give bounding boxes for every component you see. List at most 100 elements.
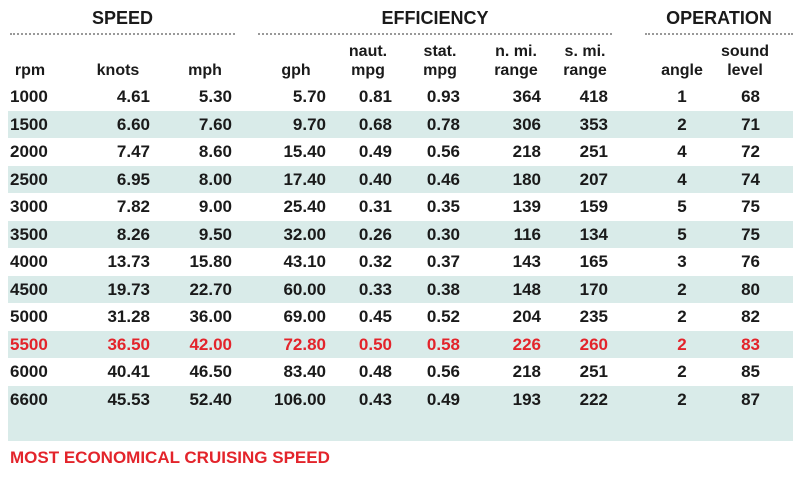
cell: 148 [512,279,541,299]
cell: 15.40 [283,142,326,161]
column-header: range [494,62,538,79]
cell: 4 [677,142,687,161]
cell: 2500 [10,169,48,189]
cell: 83 [741,334,760,354]
cell: 165 [579,252,608,271]
cell: 52.40 [189,389,232,409]
footnote: MOST ECONOMICAL CRUISING SPEED [10,448,330,467]
cell: 3500 [10,224,48,244]
column-header: knots [96,62,140,79]
cell: 0.32 [358,252,392,271]
cell: 5 [677,224,687,244]
column-header: n. mi. [495,43,537,60]
cell: 2 [677,362,687,381]
cell: 0.31 [358,197,392,216]
cell: 2 [677,389,687,409]
group-header: OPERATION [645,8,793,35]
cell: 6600 [10,389,48,409]
cell: 7.47 [116,142,150,161]
cell: 7.82 [116,197,150,216]
cell: 85 [741,362,760,381]
cell: 0.43 [358,389,392,409]
cell: 0.46 [426,169,460,189]
row-band [8,330,793,358]
cell: 235 [579,307,608,326]
cell: 9.50 [198,224,232,244]
cell: 2 [677,114,687,134]
cell: 6.60 [116,114,150,134]
cell: 36.00 [189,307,232,326]
cell: 17.40 [283,169,326,189]
cell: 0.68 [358,114,392,134]
column-header: rpm [14,62,46,79]
cell: 159 [579,197,608,216]
cell: 5000 [10,307,48,326]
cell: 222 [579,389,608,409]
cell: 260 [579,334,608,354]
cell: 1500 [10,114,48,134]
cell: 9.00 [198,197,232,216]
cell: 46.50 [189,362,232,381]
cell: 74 [741,169,760,189]
cell: 207 [579,169,608,189]
cell: 0.56 [426,362,460,381]
cell: 75 [741,197,760,216]
column-header: range [563,62,607,79]
row-band [8,385,793,413]
cell: 0.49 [426,389,460,409]
column-header: sound [721,43,769,60]
cell: 36.50 [107,334,150,354]
cell: 0.56 [426,142,460,161]
cell: 1 [677,87,687,106]
cell: 87 [741,389,760,409]
row-band [8,110,793,138]
column-header: mpg [351,62,385,79]
cell: 76 [741,252,760,271]
cell: 5.30 [198,87,232,106]
cell: 0.81 [358,87,392,106]
cell: 2000 [10,142,48,161]
column-header: mpg [423,62,457,79]
cell: 19.73 [107,279,150,299]
cell: 9.70 [292,114,326,134]
cell: 0.40 [358,169,392,189]
cell: 364 [512,87,541,106]
cell: 2 [677,307,687,326]
group-header: EFFICIENCY [258,8,612,35]
cell: 353 [579,114,608,134]
cell: 22.70 [189,279,232,299]
cell: 0.35 [426,197,460,216]
column-header: angle [661,62,703,79]
cell: 8.26 [116,224,150,244]
cell: 75 [741,224,760,244]
cell: 68 [741,87,760,106]
cell: 72 [741,142,760,161]
cell: 13.73 [107,252,150,271]
cell: 2 [677,334,687,354]
row-band [8,220,793,248]
column-header: mph [188,62,222,79]
cell: 60.00 [283,279,326,299]
cell: 72.80 [283,334,326,354]
cell: 4 [677,169,687,189]
cell: 106.00 [274,389,326,409]
cell: 251 [579,362,608,381]
cell: 204 [512,307,541,326]
cell: 0.52 [426,307,460,326]
cell: 116 [513,224,541,244]
cell: 306 [512,114,541,134]
cell: 80 [741,279,760,299]
column-header: stat. [423,43,457,60]
cell: 0.26 [358,224,392,244]
cell: 4000 [10,252,48,271]
cell: 4500 [10,279,48,299]
group-header: SPEED [10,8,235,35]
row-band [8,413,793,441]
cell: 418 [579,87,608,106]
cell: 2 [677,279,687,299]
cell: 193 [512,389,541,409]
cell: 8.60 [198,142,232,161]
cell: 0.30 [426,224,460,244]
column-header: gph [281,62,311,79]
cell: 3 [677,252,687,271]
